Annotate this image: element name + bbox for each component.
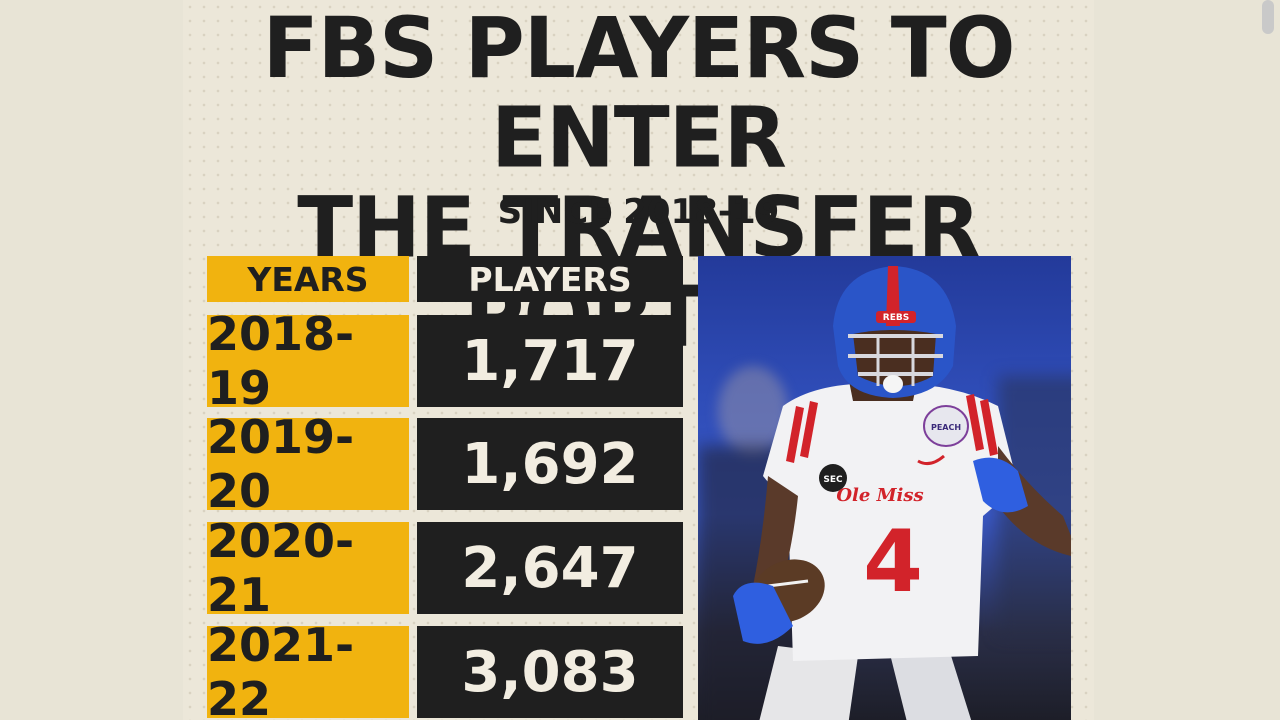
helmet-logo: REBS [883, 313, 909, 323]
players-cell: 3,083 [417, 626, 683, 718]
years-header: YEARS [207, 256, 409, 302]
table-row: 2019-20 1,692 [207, 410, 683, 518]
players-header: PLAYERS [417, 256, 683, 302]
sec-patch: SEC [823, 475, 843, 485]
players-cell: 2,647 [417, 522, 683, 614]
bowl-patch: PEACH [931, 423, 961, 432]
title-line-1: FBS PLAYERS TO ENTER [262, 0, 1016, 188]
year-cell: 2019-20 [207, 410, 409, 518]
player-illustration: REBS SEC PEACH Ole Miss 4 [733, 266, 1071, 720]
players-cell: 1,717 [417, 315, 683, 407]
player-photo: REBS SEC PEACH Ole Miss 4 [698, 256, 1071, 720]
table-row: 2018-19 1,717 [207, 307, 683, 415]
scrollbar-thumb[interactable] [1262, 0, 1274, 34]
jersey-wordmark: Ole Miss [836, 485, 923, 506]
players-cell: 1,692 [417, 418, 683, 510]
table-row: 2020-21 2,647 [207, 514, 683, 622]
table-row: 2021-22 3,083 [207, 618, 683, 720]
jersey-number: 4 [863, 512, 923, 612]
year-cell: 2020-21 [207, 514, 409, 622]
transfer-portal-graphic: FBS PLAYERS TO ENTER THE TRANSFER PORTAL… [183, 0, 1094, 720]
year-cell: 2018-19 [207, 307, 409, 415]
graphic-subtitle: SINCE 2018-19 [497, 192, 780, 232]
year-cell: 2021-22 [207, 618, 409, 720]
